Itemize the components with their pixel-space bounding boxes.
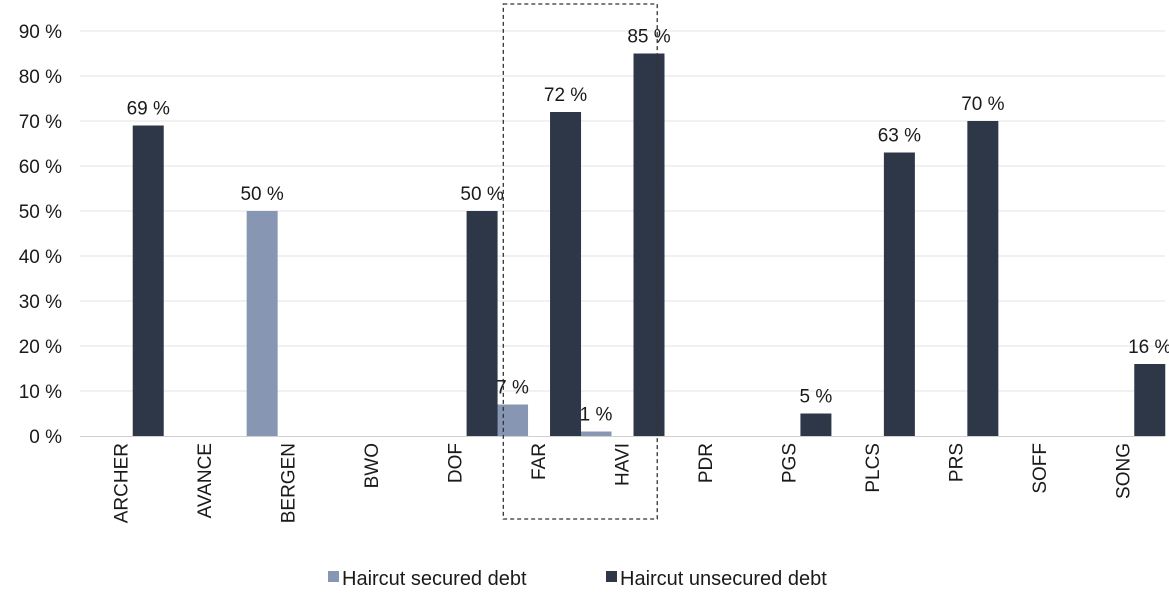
data-label: 50 % bbox=[460, 184, 503, 205]
data-label: 16 % bbox=[1128, 337, 1169, 358]
data-label: 72 % bbox=[544, 85, 587, 106]
legend-label-unsecured: Haircut unsecured debt bbox=[620, 568, 827, 590]
category-label: PDR bbox=[696, 443, 717, 483]
data-label: 69 % bbox=[127, 99, 170, 120]
data-label: 70 % bbox=[961, 94, 1004, 115]
category-label: AVANCE bbox=[195, 443, 216, 518]
data-label: 50 % bbox=[240, 184, 283, 205]
bar bbox=[246, 211, 278, 436]
bar bbox=[132, 125, 164, 436]
data-label: 1 % bbox=[580, 405, 613, 426]
y-tick-label: 0 % bbox=[29, 427, 62, 448]
y-axis: 0 % 10 % 20 % 30 % 40 % 50 % 60 % 70 % 80 % 90 % bbox=[19, 22, 62, 448]
category-label: PRS bbox=[946, 443, 967, 482]
bar bbox=[1134, 364, 1166, 436]
bar bbox=[633, 53, 665, 436]
category-label: DOF bbox=[446, 443, 467, 483]
legend-swatch-unsecured bbox=[606, 571, 617, 582]
bar bbox=[967, 121, 999, 436]
category-label: SONG bbox=[1113, 443, 1134, 499]
category-label: HAVI bbox=[613, 443, 634, 486]
bar bbox=[497, 404, 529, 436]
data-label: 63 % bbox=[878, 126, 921, 147]
y-tick-label: 30 % bbox=[19, 292, 62, 313]
legend-swatch-secured bbox=[328, 571, 339, 582]
legend-label-secured: Haircut secured debt bbox=[342, 568, 527, 590]
y-tick-label: 90 % bbox=[19, 22, 62, 43]
category-label: BERGEN bbox=[279, 443, 300, 523]
y-tick-label: 80 % bbox=[19, 67, 62, 88]
y-tick-label: 50 % bbox=[19, 202, 62, 223]
category-label: PGS bbox=[779, 443, 800, 483]
data-labels: 50 % 7 % 1 % 69 % 50 % 72 % 85 % 5 % 63 % 70 % 16 … bbox=[127, 27, 1169, 426]
highlight-box bbox=[502, 3, 658, 520]
category-label: FAR bbox=[529, 443, 550, 480]
bar bbox=[580, 431, 612, 436]
category-label: ARCHER bbox=[112, 443, 133, 523]
category-label: PLCS bbox=[863, 443, 884, 493]
bar bbox=[466, 211, 498, 436]
category-label: SOFF bbox=[1030, 443, 1051, 494]
bar bbox=[800, 413, 832, 436]
legend: Haircut secured debt Haircut unsecured d… bbox=[328, 568, 827, 590]
bar bbox=[550, 112, 582, 436]
x-axis: ARCHER AVANCE BERGEN BWO DOF FAR HAVI PDR PGS PLC… bbox=[80, 436, 1165, 523]
y-tick-label: 40 % bbox=[19, 247, 62, 268]
y-tick-label: 10 % bbox=[19, 382, 62, 403]
category-label: BWO bbox=[362, 443, 383, 488]
y-tick-label: 20 % bbox=[19, 337, 62, 358]
y-tick-label: 70 % bbox=[19, 112, 62, 133]
y-tick-label: 60 % bbox=[19, 157, 62, 178]
bar bbox=[883, 152, 915, 436]
gridlines bbox=[80, 30, 1165, 392]
data-label: 85 % bbox=[627, 27, 670, 48]
bars bbox=[132, 53, 1166, 436]
data-label: 7 % bbox=[496, 378, 529, 399]
data-label: 5 % bbox=[800, 387, 833, 408]
